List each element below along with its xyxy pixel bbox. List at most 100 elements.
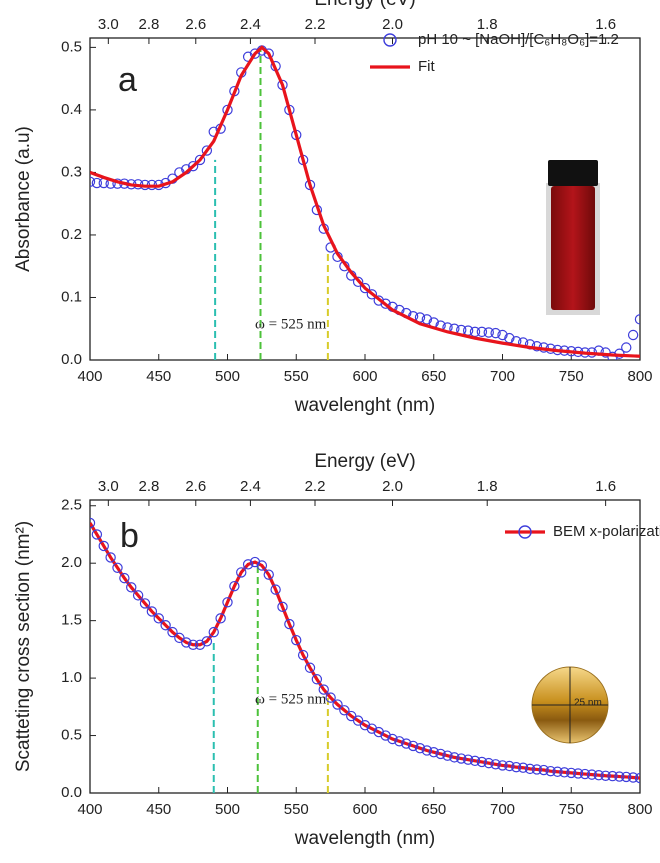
data-point [332,699,343,710]
data-point [511,761,522,773]
x-tick-label: 750 [559,801,584,818]
y-tick-label: 0.4 [61,101,82,118]
data-point [91,177,103,189]
data-point [476,326,488,338]
data-point [366,723,378,734]
data-point [497,329,508,341]
data-point [497,760,508,771]
x2-axis-title: Energy (eV) [314,451,415,472]
x2-tick-label: 2.8 [138,478,159,495]
data-point [517,762,529,773]
data-point [469,326,481,338]
data-point [249,556,261,568]
x-tick-label: 450 [146,801,171,818]
plot-area [90,45,640,360]
data-point [105,552,116,563]
data-point [552,766,563,777]
data-point [222,597,233,608]
x-axis-title: wavelength (nm) [294,828,435,849]
data-point [132,590,144,601]
data-point [456,753,467,764]
data-point [194,154,206,166]
data-point [621,771,632,783]
data-point [359,282,371,294]
x-tick-label: 400 [77,368,102,385]
data-point [187,160,199,172]
data-point [559,767,570,778]
data-point [318,684,329,695]
data-point [483,327,494,338]
data-point [119,572,130,584]
data-point [579,768,591,780]
x2-tick-label: 2.0 [382,16,403,33]
data-point [311,674,323,685]
y-tick-label: 0.1 [61,288,82,305]
data-point [249,48,261,59]
data-point [222,104,233,116]
x2-tick-label: 1.8 [477,16,498,33]
x-tick-label: 500 [215,801,240,818]
data-point [90,176,96,188]
series-line [90,45,640,358]
data-point [607,770,618,782]
inset-label: 25 nm [574,698,602,709]
data-point [380,298,391,309]
x2-tick-label: 2.6 [185,16,206,33]
data-point [194,639,206,650]
data-point [304,662,316,673]
x-axis-title: wavelenght (nm) [294,395,435,416]
data-point [236,567,247,578]
data-point [146,606,158,617]
x2-tick-label: 1.6 [595,478,616,495]
x2-tick-label: 3.0 [98,16,119,33]
x-tick-label: 650 [421,368,446,385]
data-point [394,736,405,747]
x-tick-label: 500 [215,368,240,385]
data-point [593,769,604,781]
data-point [380,730,391,741]
x2-tick-label: 1.6 [595,16,616,33]
data-point [201,145,213,156]
legend-label: pH 10 ~ [NaOH]/[C₆H₈O₆]=1.2 [418,31,619,48]
data-point [263,48,274,59]
y-tick-label: 0.0 [61,351,82,368]
data-point [277,601,288,613]
data-point [449,752,460,763]
data-point [297,649,309,661]
data-point [483,757,494,769]
plot-area [90,517,640,784]
annotation: ω = 525 nm [255,691,327,707]
data-point [524,763,536,775]
panel-label: b [120,517,139,555]
panel-label: a [118,61,137,99]
y-tick-label: 0.5 [61,727,82,744]
data-point [126,582,137,593]
data-point [90,517,96,529]
x2-tick-label: 1.8 [477,478,498,495]
data-point [607,351,618,360]
data-point [545,765,556,777]
y-tick-label: 1.5 [61,612,82,629]
data-point [325,692,336,703]
data-point [414,742,426,754]
data-point [359,720,371,731]
x-tick-label: 700 [490,801,515,818]
data-point [352,276,364,288]
data-point [490,759,501,770]
y-tick-label: 0.3 [61,163,82,180]
data-point [167,626,178,638]
data-point [339,705,350,716]
data-point [373,726,384,738]
x2-tick-label: 2.2 [305,478,326,495]
x-tick-label: 550 [284,368,309,385]
data-point [634,314,640,325]
data-point [153,613,164,624]
data-point [291,634,302,646]
x2-tick-label: 2.4 [240,16,261,33]
data-point [373,295,384,306]
data-point [469,755,481,767]
data-point [401,738,412,749]
data-point [187,639,199,650]
data-point [139,598,151,609]
